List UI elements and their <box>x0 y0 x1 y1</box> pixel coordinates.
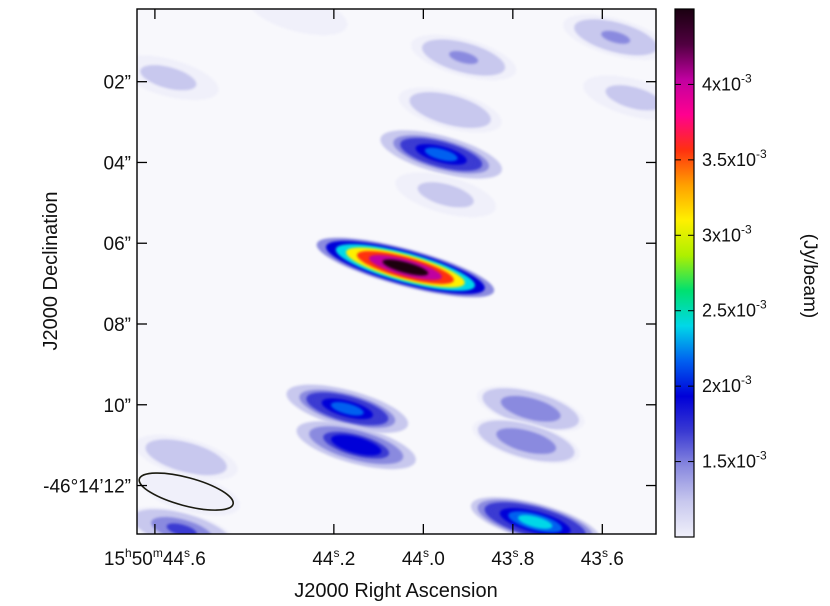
source-13 <box>137 55 219 101</box>
y-tick-label: 04” <box>104 153 131 174</box>
source-6 <box>476 385 585 432</box>
source-15 <box>137 506 237 534</box>
source-14 <box>137 434 238 480</box>
beam-ellipse-shape <box>138 472 234 511</box>
y-tick-label: 02” <box>104 73 131 94</box>
x-tick-label: 15h50m44s.6 <box>104 546 206 570</box>
y-tick-label: 06” <box>104 234 131 255</box>
y-axis-ticks: 02” 04” 06” 08” 10” -46°14’12” <box>43 73 656 498</box>
plot-frame <box>136 8 657 535</box>
colorbar-ticks: 1.5x10-3 2x10-3 2.5x10-3 3x10-3 3.5x10-3 4x10… <box>675 71 767 472</box>
emission-layer <box>137 9 656 534</box>
source-7 <box>472 418 581 465</box>
source-2 <box>380 130 503 179</box>
y-tick-label: 10” <box>104 396 131 417</box>
colorbar-tick-label: 1.5x10-3 <box>702 449 767 472</box>
source-4 <box>286 384 409 433</box>
y-tick-label: -46°14’12” <box>43 477 131 498</box>
colorbar-label: (Jy/beam) <box>799 234 820 318</box>
x-axis-ticks: 15h50m44s.6 44s.2 44s.0 43s.8 43s.6 <box>104 9 624 570</box>
y-tick-label: 08” <box>104 315 131 336</box>
source-10 <box>395 172 497 218</box>
colorbar-tick-label: 4x10-3 <box>702 71 752 94</box>
colorbar-tick-label: 3.5x10-3 <box>702 147 767 170</box>
source-8 <box>410 34 517 81</box>
colorbar-tick-label: 2x10-3 <box>702 373 752 396</box>
source-9 <box>398 87 502 133</box>
source-16 <box>141 471 240 516</box>
source-5 <box>296 421 416 470</box>
x-tick-label: 43s.8 <box>491 546 534 570</box>
beam-ellipse <box>138 472 234 511</box>
x-tick-label: 44s.0 <box>402 546 445 570</box>
source-12 <box>583 75 656 121</box>
y-axis-label: J2000 Declination <box>40 192 62 351</box>
colorbar-tick-label: 2.5x10-3 <box>702 298 767 321</box>
x-tick-label: 43s.6 <box>581 546 624 570</box>
source-11 <box>563 14 656 61</box>
colorbar <box>674 8 695 538</box>
source-3 <box>470 497 600 534</box>
x-axis-label: J2000 Right Ascension <box>294 580 497 602</box>
source-1 <box>316 237 495 298</box>
source-17 <box>248 9 348 36</box>
colorbar-tick-label: 3x10-3 <box>702 222 752 245</box>
x-tick-label: 44s.2 <box>312 546 355 570</box>
